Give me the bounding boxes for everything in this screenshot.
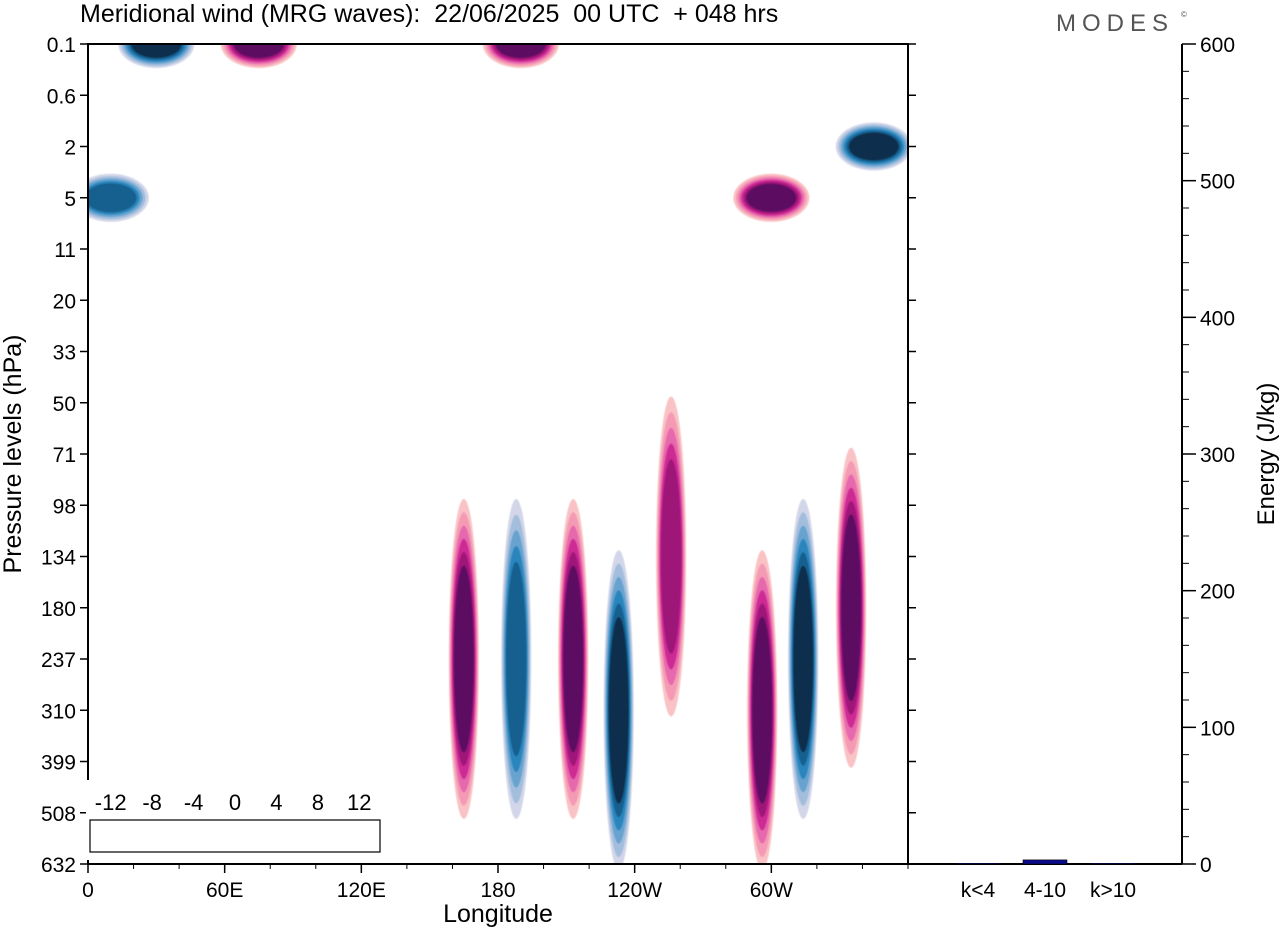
heatmap-contour xyxy=(233,44,284,58)
heatmap-contour xyxy=(841,514,861,702)
energy-bar xyxy=(955,862,1001,865)
heatmap-contour xyxy=(608,617,629,804)
y-tick-label: 2 xyxy=(64,137,76,160)
y-tick-label: 71 xyxy=(53,444,76,467)
x-axis-label: Longitude xyxy=(443,900,553,928)
energy-tick-label: 400 xyxy=(1200,307,1235,330)
y-tick-label: 11 xyxy=(54,239,76,262)
heatmap-feature xyxy=(482,44,559,68)
energy-bars: k<4 4-10 k>10 xyxy=(955,859,1136,902)
heatmap-contour xyxy=(746,183,797,212)
x-tick-label: 60W xyxy=(750,879,793,902)
colorbar-legend: -12 -8 -4 0 4 8 12 xyxy=(86,780,384,860)
y-axis-label: Pressure levels (hPa) xyxy=(0,335,27,574)
heatmap-feature xyxy=(733,173,810,222)
energy-category-label: k<4 xyxy=(961,879,996,902)
longitude-axis: 0 60E 120E 180 120W 60W xyxy=(82,864,909,902)
energy-category-label: 4-10 xyxy=(1024,879,1066,902)
colorbar-label: 4 xyxy=(270,790,282,815)
y-tick-label: 310 xyxy=(41,700,76,723)
y-tick-label: 180 xyxy=(41,598,76,621)
energy-tick-label: 300 xyxy=(1200,444,1235,467)
x-tick-label: 180 xyxy=(480,879,515,902)
x-tick-label: 120W xyxy=(607,879,662,902)
heatmap-contour xyxy=(752,617,773,804)
brand-mark: © xyxy=(1181,10,1187,19)
heatmap-feature xyxy=(788,499,819,819)
y-tick-label: 134 xyxy=(41,547,76,570)
colorbar-label: 8 xyxy=(312,790,324,815)
y-tick-label: 237 xyxy=(41,649,76,672)
heatmap-contour xyxy=(793,565,814,753)
heatmap-feature xyxy=(501,499,532,819)
heatmap-feature xyxy=(603,550,634,864)
x-tick-label: 60E xyxy=(206,879,243,902)
energy-bar xyxy=(1090,862,1136,865)
energy-axis-label: Energy (J/kg) xyxy=(1253,383,1280,526)
colorbar-label: -4 xyxy=(184,790,204,815)
colorbar-label: -12 xyxy=(95,790,127,815)
heatmap-frame xyxy=(87,43,909,865)
energy-tick-label: 500 xyxy=(1200,171,1235,194)
y-tick-label: 632 xyxy=(41,854,76,877)
heatmap-feature xyxy=(836,447,867,768)
y-tick-label: 508 xyxy=(41,803,76,826)
energy-bar xyxy=(1022,859,1068,865)
colorbar-label: 0 xyxy=(229,790,241,815)
heatmap-field xyxy=(88,44,908,864)
y-tick-label: 98 xyxy=(53,495,76,518)
heatmap-feature xyxy=(656,396,687,717)
brand-logo: MODES xyxy=(1056,10,1175,37)
colorbar-label: 12 xyxy=(347,790,371,815)
heatmap-contour xyxy=(88,183,137,213)
x-tick-label: 0 xyxy=(82,879,94,902)
y-tick-label: 20 xyxy=(53,290,76,313)
heatmap-contour xyxy=(848,132,899,161)
heatmap-contour xyxy=(131,44,182,58)
heatmap-contour xyxy=(563,565,584,753)
energy-tick-label: 100 xyxy=(1200,717,1235,740)
heatmap-contour xyxy=(495,44,546,58)
energy-category-label: k>10 xyxy=(1090,879,1136,902)
heatmap-feature xyxy=(448,499,479,819)
chart-title: Meridional wind (MRG waves): 22/06/2025 … xyxy=(80,0,779,28)
pressure-axis: 0.1 0.6 2 5 11 20 33 50 71 98 134 180 237 310 399 508 63… xyxy=(41,34,916,877)
colorbar-label: -8 xyxy=(142,790,162,815)
energy-axis: 0 100 200 300 400 500 600 xyxy=(1182,34,1235,877)
heatmap-feature xyxy=(220,44,297,68)
heatmap-feature xyxy=(118,44,195,68)
heatmap-feature xyxy=(835,122,908,171)
y-tick-label: 0.6 xyxy=(47,85,76,108)
x-tick-label: 120E xyxy=(337,879,386,902)
heatmap-contour xyxy=(660,459,682,654)
heatmap-contour xyxy=(453,565,474,753)
heatmap-contour xyxy=(506,561,527,757)
y-tick-label: 0.1 xyxy=(47,34,76,57)
heatmap-feature xyxy=(558,499,589,819)
colorbar-frame xyxy=(89,819,381,853)
heatmap-feature xyxy=(747,550,778,864)
y-tick-label: 33 xyxy=(53,342,76,365)
energy-tick-label: 600 xyxy=(1200,34,1235,57)
y-tick-label: 399 xyxy=(41,752,76,775)
energy-tick-label: 0 xyxy=(1200,854,1212,877)
y-tick-label: 50 xyxy=(53,393,76,416)
energy-tick-label: 200 xyxy=(1200,581,1235,604)
heatmap-feature xyxy=(88,173,149,222)
y-tick-label: 5 xyxy=(64,188,76,211)
